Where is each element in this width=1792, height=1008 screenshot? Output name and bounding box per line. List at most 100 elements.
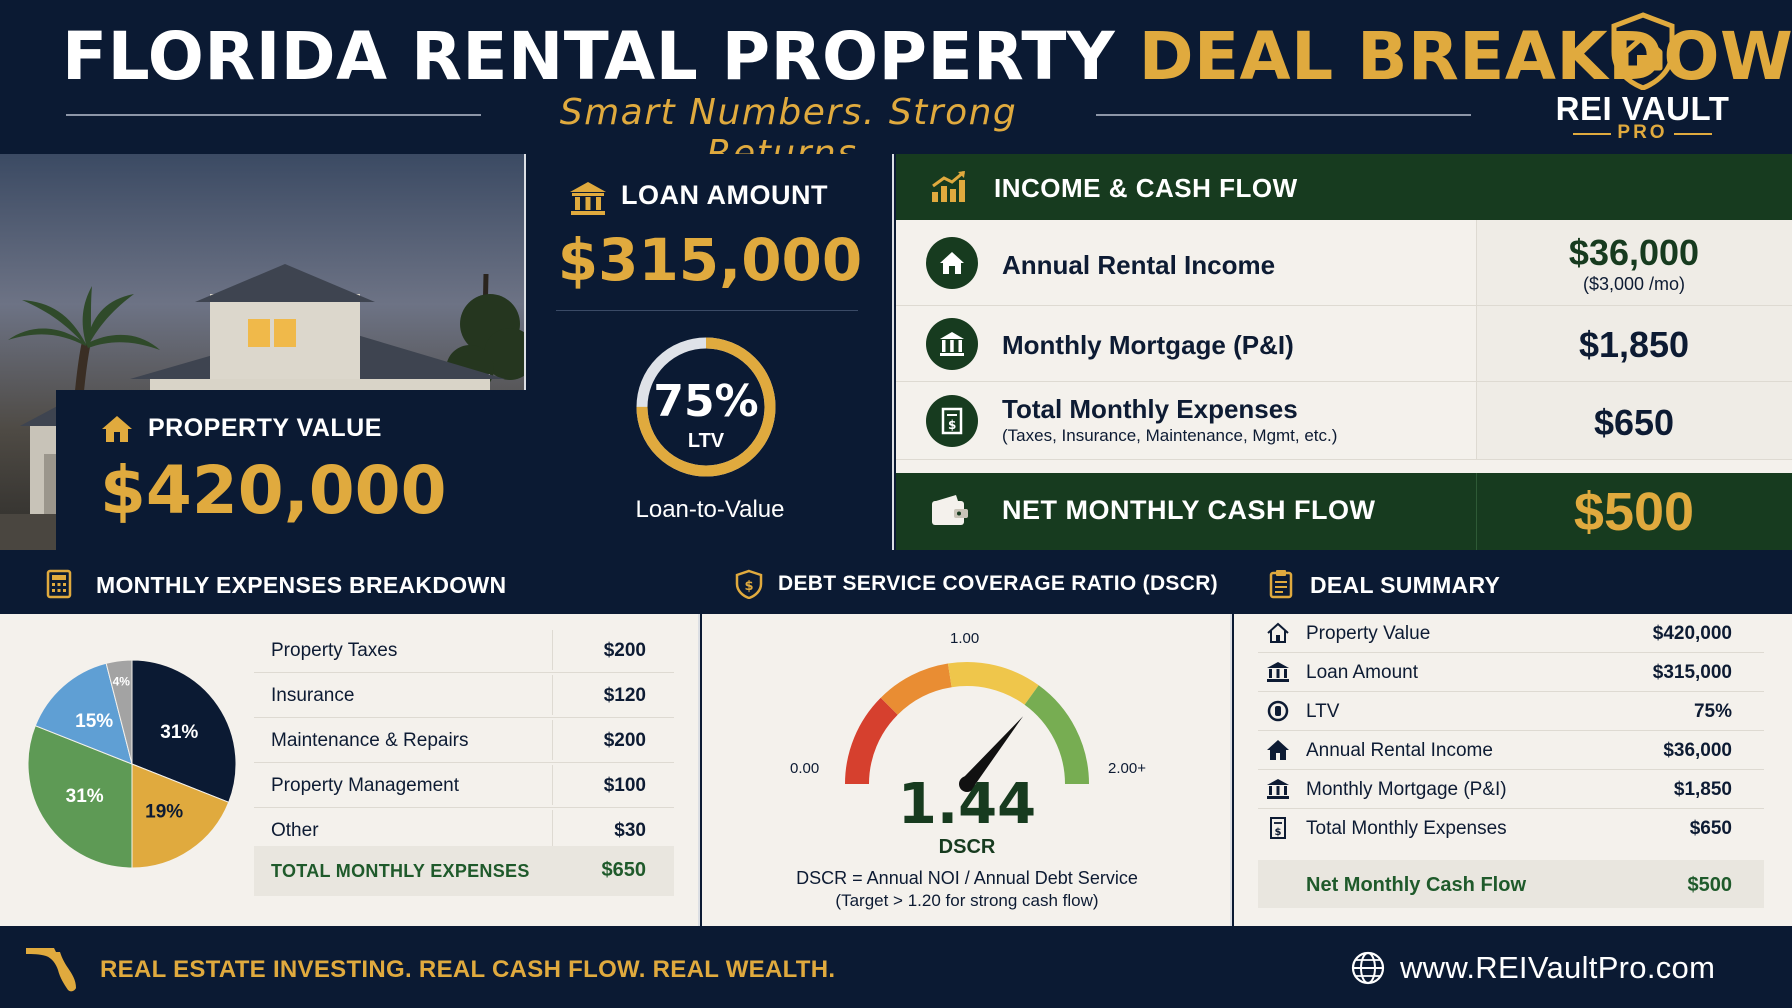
gauge-segment-orange: [880, 663, 953, 715]
pie-slice: [131, 659, 237, 803]
summary-name: Property Value: [1306, 623, 1431, 644]
ltv-ring-fill: [636, 337, 776, 477]
income-row-mortgage: Monthly Mortgage (P&I) $1,850: [896, 306, 1792, 382]
house-icon: [1267, 740, 1289, 760]
logo-name: REI VAULT: [1555, 90, 1730, 127]
expenses-body: 31% 19% 31% 15% 4% Property Taxes $200 Insura…: [0, 614, 700, 926]
chart-growth-icon: [932, 170, 965, 202]
summary-name: Monthly Mortgage (P&I): [1306, 779, 1507, 800]
dscr-gauge: [845, 662, 1089, 792]
expense-row: Insurance $120: [254, 673, 674, 718]
website-link[interactable]: www.REIVaultPro.com: [1400, 950, 1716, 985]
income-row-annual-rent: Annual Rental Income $36,000 ($3,000 /mo…: [896, 220, 1792, 306]
summary-row: Loan Amount $315,000: [1258, 653, 1764, 692]
gauge-segment-green: [1024, 685, 1089, 785]
dscr-formula: DSCR = Annual NOI / Annual Debt Service: [796, 868, 1138, 888]
pie-slice-label: 15%: [75, 711, 113, 732]
divider: [556, 310, 858, 311]
pie-slice: [34, 662, 133, 765]
pie-slice: [131, 763, 230, 869]
summary-header: DEAL SUMMARY: [1234, 552, 1792, 614]
bank-icon: [570, 182, 606, 215]
header: FLORIDA RENTAL PROPERTY DEAL BREAKDOWN S…: [0, 0, 1792, 174]
receipt-icon: $: [926, 395, 978, 447]
mortgage-value: $1,850: [1578, 324, 1690, 365]
svg-text:$: $: [745, 579, 754, 594]
expense-name: Maintenance & Repairs: [271, 730, 469, 751]
summary-name: Total Monthly Expenses: [1306, 818, 1507, 839]
summary-name: LTV: [1306, 701, 1340, 722]
logo-rule-left: [1573, 133, 1611, 135]
bank-icon: [1267, 779, 1289, 799]
ltv-label: LTV: [687, 430, 725, 452]
loan-card: LOAN AMOUNT $315,000 75% LTV Loan-to-Val…: [526, 154, 894, 550]
income-header: INCOME & CASH FLOW: [896, 154, 1792, 220]
summary-value: $420,000: [1652, 623, 1732, 644]
expenses-table: Property Taxes $200 Insurance $120 Mainten…: [254, 628, 674, 853]
summary-value: $36,000: [1663, 740, 1732, 761]
expenses-value: $650: [1593, 402, 1675, 443]
pie-slice-label: 31%: [66, 786, 104, 807]
logo-sub: PRO: [1617, 122, 1668, 143]
summary-name: Loan Amount: [1306, 662, 1418, 683]
monthly-rent-value: ($3,000 /mo): [1582, 274, 1686, 294]
florida-map-icon: [26, 948, 76, 992]
bank-icon: [1267, 662, 1289, 682]
summary-value: $650: [1689, 818, 1732, 839]
gauge-hub: [959, 776, 975, 792]
loan-amount-label: LOAN AMOUNT: [621, 180, 828, 210]
expense-value: $30: [614, 820, 646, 841]
net-cash-flow-row: NET MONTHLY CASH FLOW $500: [896, 473, 1792, 550]
expense-name: Property Taxes: [271, 640, 398, 661]
summary-title: DEAL SUMMARY: [1310, 572, 1501, 598]
wallet-icon: [932, 495, 968, 525]
property-value-card: PROPERTY VALUE $420,000: [56, 390, 526, 550]
income-row-label: Monthly Mortgage (P&I): [1002, 330, 1294, 360]
summary-row: Annual Rental Income $36,000: [1258, 731, 1764, 770]
footer: REAL ESTATE INVESTING. REAL CASH FLOW. R…: [0, 926, 1792, 1008]
gauge-tick-max: 2.00+: [1108, 760, 1146, 777]
expense-value: $200: [603, 730, 646, 751]
expense-row: Maintenance & Repairs $200: [254, 718, 674, 763]
summary-row: Property Value $420,000: [1258, 614, 1764, 653]
shield-dollar-icon: $: [735, 569, 763, 599]
expense-value: $200: [603, 640, 646, 661]
title-white: FLORIDA RENTAL PROPERTY: [62, 18, 1116, 95]
dscr-header: $ DEBT SERVICE COVERAGE RATIO (DSCR): [702, 552, 1232, 614]
pie-slice-label: 31%: [160, 722, 198, 743]
net-cash-flow-value: $500: [1573, 482, 1695, 542]
expenses-title: MONTHLY EXPENSES BREAKDOWN: [96, 572, 507, 598]
expenses-header: MONTHLY EXPENSES BREAKDOWN: [0, 552, 700, 614]
expense-value: $120: [603, 685, 646, 706]
income-panel: INCOME & CASH FLOW Annual Rental Income …: [896, 154, 1792, 550]
expenses-pie-chart: 31% 19% 31% 15% 4%: [27, 659, 237, 869]
income-row-expenses: $ Total Monthly Expenses (Taxes, Insuran…: [896, 382, 1792, 460]
dscr-value: 1.44: [897, 772, 1037, 837]
pie-slice: [105, 659, 133, 765]
summary-value: $315,000: [1652, 662, 1732, 683]
svg-text:$: $: [948, 418, 956, 432]
clipboard-icon: [1269, 570, 1293, 599]
income-row-label: Total Monthly Expenses: [1002, 394, 1298, 424]
home-outline-icon: [1267, 622, 1289, 643]
tagline: Smart Numbers. Strong Returns.: [559, 92, 1018, 174]
expense-name: Property Management: [271, 775, 459, 796]
logo-rule-right: [1674, 133, 1712, 135]
bank-icon: [926, 318, 978, 370]
gauge-tick-min: 0.00: [790, 760, 820, 777]
pie-slice: [27, 725, 133, 869]
loan-amount-value: $315,000: [557, 226, 863, 294]
logo: REI VAULT PRO: [1540, 12, 1745, 143]
income-title: INCOME & CASH FLOW: [994, 173, 1298, 203]
globe-icon: [1351, 951, 1385, 985]
expense-name: Insurance: [271, 685, 355, 706]
expense-value: $100: [603, 775, 646, 796]
ltv-ring: [636, 337, 776, 477]
title-gold: DEAL BREAKDOWN: [1138, 18, 1792, 95]
summary-value: $1,850: [1673, 779, 1732, 800]
summary-row: LTV 75%: [1258, 692, 1764, 731]
gauge-needle: [961, 716, 1024, 789]
income-row-sublabel: (Taxes, Insurance, Maintenance, Mgmt, et…: [1002, 426, 1338, 445]
dscr-body: 0.00 1.00 2.00+ 1.44 DSCR DSCR = Annual …: [702, 614, 1232, 926]
expense-row: Property Taxes $200: [254, 628, 674, 673]
